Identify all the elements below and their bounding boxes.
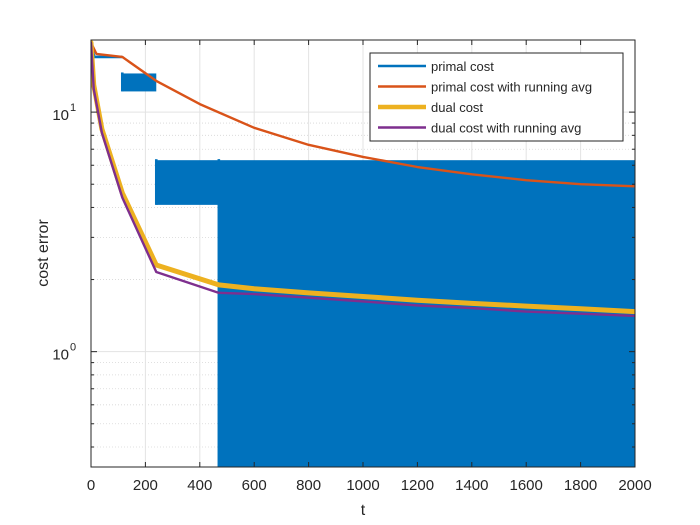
- y-tick-label: 10: [52, 347, 69, 364]
- primal-cost-with-running-avg-line: [91, 41, 635, 188]
- x-tick-label: 400: [187, 477, 212, 494]
- x-tick-label: 1800: [564, 477, 597, 494]
- legend: primal cost primal cost with running avg d…: [369, 52, 624, 142]
- x-tick-label: 1400: [455, 477, 488, 494]
- x-tick-label: 600: [242, 477, 267, 494]
- legend-entry-primal-cost-with-running-avg: primal cost with running avg: [431, 80, 592, 95]
- primal-cost-band: [156, 160, 219, 205]
- x-tick-label: 1000: [346, 477, 379, 494]
- legend-entry-dual-cost-with-running-avg: dual cost with running avg: [431, 121, 581, 136]
- x-tick-label: 1600: [510, 477, 543, 494]
- x-axis-label: t: [361, 502, 366, 519]
- y-tick-label: 10: [52, 107, 69, 124]
- data-layer: [91, 40, 635, 467]
- y-tick-label-exponent: 1: [70, 102, 76, 114]
- y-tick-label-exponent: 0: [70, 342, 76, 354]
- legend-entry-dual-cost: dual cost: [431, 100, 483, 115]
- x-tick-label: 1200: [401, 477, 434, 494]
- dual-cost-with-running-avg-line: [91, 41, 635, 318]
- x-tick-label: 0: [87, 477, 95, 494]
- x-tick-label: 2000: [618, 477, 651, 494]
- primal-cost-band: [122, 73, 157, 92]
- x-tick-label: 200: [133, 477, 158, 494]
- x-tick-label: 800: [296, 477, 321, 494]
- legend-entry-primal-cost: primal cost: [431, 59, 494, 74]
- y-axis-label: cost error: [35, 219, 52, 287]
